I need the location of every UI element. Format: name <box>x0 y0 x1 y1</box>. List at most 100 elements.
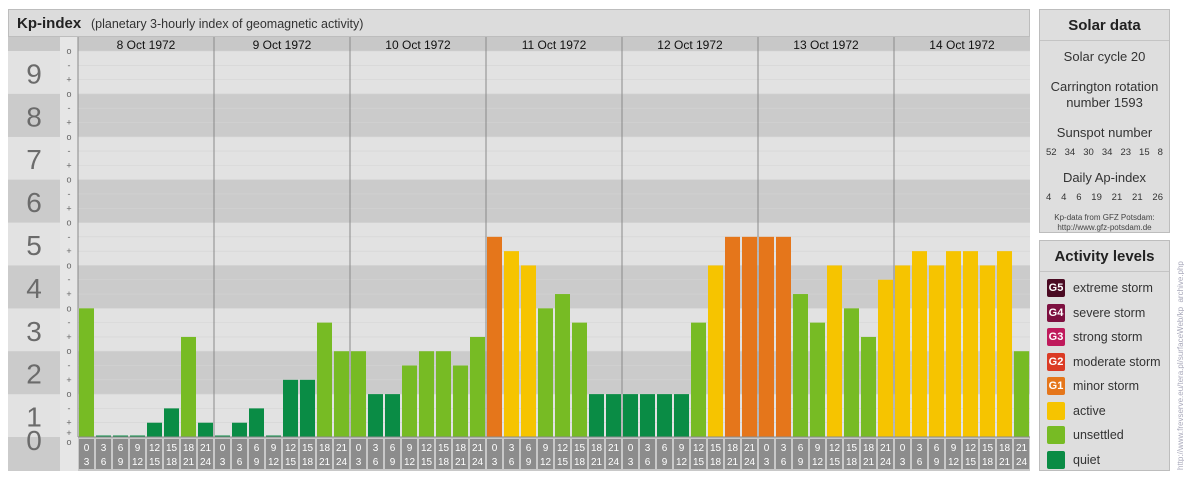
y-tick-label: 6 <box>26 187 42 218</box>
time-slot-box <box>113 439 128 469</box>
sub-tick-mark: + <box>66 289 71 299</box>
kp-bar <box>1014 351 1029 437</box>
y-tick-label: 5 <box>26 230 42 261</box>
time-slot-box <box>946 439 961 469</box>
sub-tick-column <box>60 37 78 471</box>
time-slot-end: 21 <box>727 457 739 468</box>
sub-tick-mark: + <box>66 160 71 170</box>
time-slot-start: 0 <box>84 443 90 454</box>
time-slot-box <box>776 439 791 469</box>
kp-bar <box>130 435 145 437</box>
time-slot-box <box>130 439 145 469</box>
time-slot-end: 3 <box>84 457 90 468</box>
time-slot-start: 9 <box>407 443 413 454</box>
time-slot-end: 6 <box>917 457 923 468</box>
time-slot-start: 6 <box>662 443 668 454</box>
time-slot-start: 18 <box>455 443 467 454</box>
time-slot-box <box>402 439 417 469</box>
time-slot-box <box>793 439 808 469</box>
kp-band <box>78 265 1030 309</box>
sub-tick-mark: o <box>66 46 71 56</box>
time-slot-box <box>147 439 162 469</box>
kp-bar <box>623 394 638 437</box>
kp-bar <box>453 365 468 437</box>
carrington-line-2: number 1593 <box>1066 95 1143 110</box>
time-slot-box <box>895 439 910 469</box>
time-slot-start: 18 <box>999 443 1011 454</box>
source-link[interactable]: http://www.gfz-potsdam.de <box>1057 223 1152 232</box>
time-slot-start: 15 <box>846 443 858 454</box>
sub-tick-mark: o <box>66 389 71 399</box>
time-slot-end: 12 <box>540 457 552 468</box>
time-slot-start: 12 <box>285 443 297 454</box>
sub-tick-mark: o <box>66 346 71 356</box>
time-slot-start: 21 <box>744 443 756 454</box>
time-slot-end: 3 <box>492 457 498 468</box>
sub-tick-mark: o <box>66 89 71 99</box>
time-slot-box <box>164 439 179 469</box>
carrington-line-1: Carrington rotation <box>1050 79 1159 94</box>
time-slot-start: 3 <box>509 443 515 454</box>
y-tick-label: 7 <box>26 144 42 175</box>
time-slot-box <box>725 439 740 469</box>
legend-swatch: G3 <box>1047 328 1065 347</box>
time-slot-start: 6 <box>390 443 396 454</box>
kp-bar <box>538 308 553 437</box>
time-slot-end: 24 <box>200 457 212 468</box>
kp-bar <box>963 251 978 437</box>
time-slot-start: 3 <box>237 443 243 454</box>
sub-tick-mark: - <box>68 232 71 242</box>
time-slot-box <box>79 439 94 469</box>
time-slot-start: 0 <box>764 443 770 454</box>
source-line-1: Kp-data from GFZ Potsdam: <box>1054 213 1155 222</box>
sub-tick-mark: - <box>68 189 71 199</box>
time-slot-start: 18 <box>319 443 331 454</box>
day-label: 13 Oct 1972 <box>793 38 859 52</box>
time-slot-start: 9 <box>679 443 685 454</box>
time-slot-end: 3 <box>220 457 226 468</box>
sub-tick-mark: o <box>66 437 71 447</box>
time-slot-start: 15 <box>302 443 314 454</box>
time-slot-box <box>606 439 621 469</box>
time-slot-end: 6 <box>101 457 107 468</box>
time-slot-end: 21 <box>591 457 603 468</box>
legend-label: unsettled <box>1073 428 1124 443</box>
chart-title-bar: Kp-index (planetary 3-hourly index of ge… <box>8 9 1030 37</box>
time-slot-box <box>640 439 655 469</box>
kp-label-band <box>8 265 60 309</box>
kp-bar <box>521 265 536 437</box>
kp-chart-panel: Kp-index (planetary 3-hourly index of ge… <box>8 9 1030 471</box>
time-slot-box <box>657 439 672 469</box>
kp-bar <box>368 394 383 437</box>
y-tick-label: 3 <box>26 316 42 347</box>
kp-bar <box>198 422 213 437</box>
y-tick-label: 1 <box>26 402 42 433</box>
time-slot-box <box>742 439 757 469</box>
time-slot-start: 3 <box>781 443 787 454</box>
time-slot-end: 15 <box>829 457 841 468</box>
time-slot-end: 15 <box>557 457 569 468</box>
time-slot-box <box>708 439 723 469</box>
time-slot-box <box>963 439 978 469</box>
kp-bar <box>181 336 196 437</box>
sub-tick-mark: o <box>66 303 71 313</box>
time-slot-end: 24 <box>1016 457 1028 468</box>
time-slot-end: 21 <box>319 457 331 468</box>
day-label: 8 Oct 1972 <box>117 38 176 52</box>
kp-bar <box>555 294 570 437</box>
time-slot-box <box>572 439 587 469</box>
kp-band <box>78 222 1030 266</box>
sunspot-value: 30 <box>1083 147 1094 158</box>
time-slot-start: 12 <box>557 443 569 454</box>
kp-bar <box>844 308 859 437</box>
kp-bar <box>691 322 706 437</box>
legend-item: G4 severe storm <box>1040 301 1169 326</box>
kp-bar <box>606 394 621 437</box>
day-label: 9 Oct 1972 <box>253 38 312 52</box>
legend-item: G5 extreme storm <box>1040 276 1169 301</box>
time-slot-box <box>487 439 502 469</box>
legend-label: severe storm <box>1073 305 1146 320</box>
kp-bar <box>725 236 740 437</box>
time-slot-box <box>589 439 604 469</box>
kp-bar <box>96 435 111 437</box>
